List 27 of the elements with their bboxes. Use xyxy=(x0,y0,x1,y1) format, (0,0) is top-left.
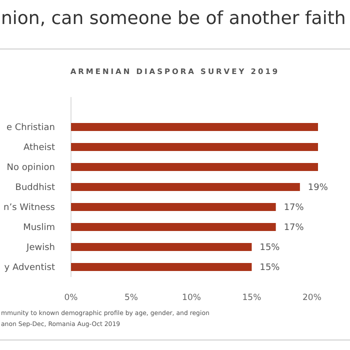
bar xyxy=(71,203,276,211)
bar xyxy=(71,143,318,151)
x-tick-label: 15% xyxy=(242,293,262,303)
data-label: 17% xyxy=(284,223,304,234)
y-tick-label: n’s Witness xyxy=(4,203,56,214)
bar xyxy=(71,223,276,231)
data-label: 17% xyxy=(284,203,304,214)
chart-title: nion, can someone be of another faith xyxy=(1,8,346,29)
y-tick-label: Muslim xyxy=(23,223,55,234)
bar xyxy=(71,243,252,251)
data-label: 19% xyxy=(308,183,328,194)
y-tick-label: Jewish xyxy=(26,243,55,254)
x-tick-label: 20% xyxy=(302,293,322,303)
x-tick-label: 5% xyxy=(124,293,138,303)
y-tick-label: Buddhist xyxy=(15,183,56,194)
bar xyxy=(71,183,300,191)
x-tick-label: 10% xyxy=(182,293,201,303)
y-tick-label: e Christian xyxy=(6,123,55,134)
bar xyxy=(71,263,252,271)
data-label: 15% xyxy=(260,243,280,254)
y-tick-label: No opinion xyxy=(6,163,55,174)
data-label: 15% xyxy=(260,263,280,274)
x-tick-label: 0% xyxy=(64,293,78,303)
y-tick-label: y Adventist xyxy=(4,263,56,274)
y-tick-label: Atheist xyxy=(24,143,56,154)
bar xyxy=(71,163,318,171)
bar xyxy=(71,123,318,131)
